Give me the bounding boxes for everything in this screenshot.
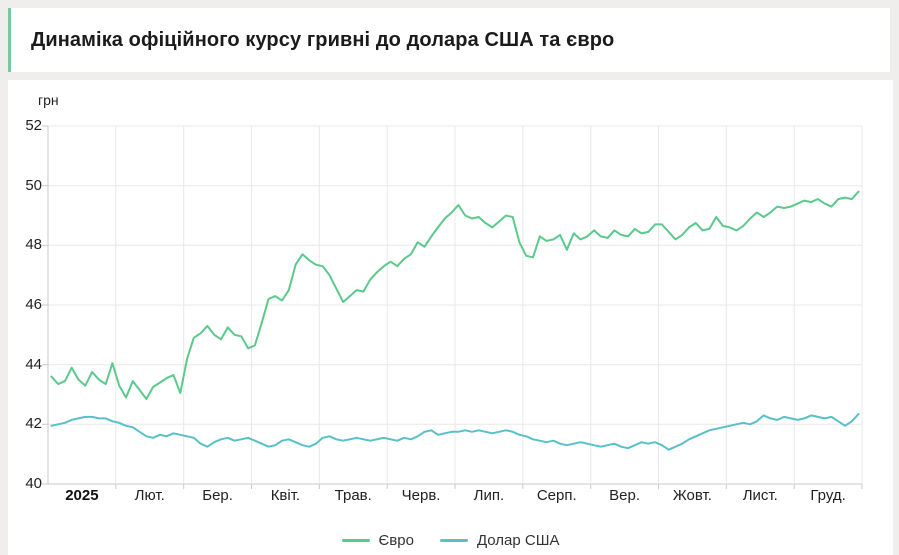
x-tick-label: Черв. xyxy=(401,487,441,504)
line-chart[interactable]: 40 42 44 46 48 50 52 2025 Лют. Бер. Квіт. Трав. Чер… xyxy=(8,80,893,555)
chart-legend: Євро Долар США xyxy=(8,529,893,551)
x-tick-label: 2025 xyxy=(65,487,99,504)
x-tick-label: Бер. xyxy=(202,487,233,504)
header-card: Динаміка офіційного курсу гривні до дола… xyxy=(8,8,890,72)
x-tick-label: Лист. xyxy=(742,487,778,504)
x-tick-label: Лип. xyxy=(473,487,505,504)
chart-plot-area xyxy=(42,125,863,489)
x-tick-label: Жовт. xyxy=(672,487,712,504)
y-tick-label: 48 xyxy=(25,236,42,254)
usd-line-swatch xyxy=(439,538,468,542)
y-tick-label: 44 xyxy=(25,355,42,373)
chart-card: грн 40 42 44 46 48 50 52 2025 Лют. Бер. Квіт. Трав… xyxy=(8,80,893,555)
y-tick-label: 52 xyxy=(25,117,42,134)
page-title: Динаміка офіційного курсу гривні до дола… xyxy=(31,28,615,51)
euro-line-swatch xyxy=(341,538,370,542)
x-tick-label: Груд. xyxy=(810,487,846,504)
x-tick-label: Квіт. xyxy=(270,487,301,504)
x-tick-label: Вер. xyxy=(609,487,640,504)
x-tick-label: Лют. xyxy=(134,487,165,504)
legend-item-usd[interactable]: Долар США xyxy=(439,531,560,549)
legend-label-euro: Євро xyxy=(378,531,414,549)
legend-label-usd: Долар США xyxy=(476,531,560,549)
y-axis-unit-label: грн xyxy=(38,92,59,108)
y-tick-label: 46 xyxy=(25,296,42,313)
x-tick-label: Трав. xyxy=(334,487,372,504)
y-tick-label: 50 xyxy=(25,176,42,194)
legend-item-euro[interactable]: Євро xyxy=(341,531,414,549)
y-tick-label: 40 xyxy=(25,475,42,492)
x-tick-label: Серп. xyxy=(536,487,577,504)
y-tick-label: 42 xyxy=(25,415,42,433)
